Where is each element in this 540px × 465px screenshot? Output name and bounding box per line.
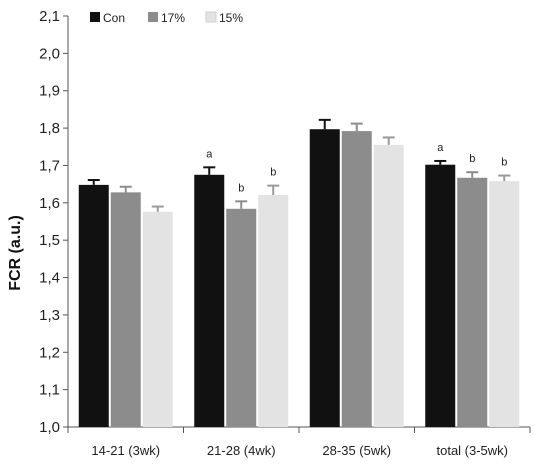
significance-letter: a	[206, 148, 213, 160]
significance-letter: b	[238, 182, 244, 194]
legend-label-1: 17%	[161, 11, 185, 25]
bar-17%-1	[226, 208, 257, 427]
legend-swatch-1	[148, 12, 158, 22]
x-category-label: 14-21 (3wk)	[91, 443, 160, 458]
y-tick-label: 1,0	[39, 419, 60, 436]
bar-15%-3	[489, 181, 520, 427]
y-tick-label: 2,0	[39, 45, 60, 62]
bars-group: a b b a b b	[78, 118, 520, 427]
legend-label-0: Con	[103, 11, 125, 25]
y-tick-label: 1,5	[39, 232, 60, 249]
significance-letter: b	[469, 153, 475, 165]
y-tick-label: 1,4	[39, 270, 60, 287]
significance-letter: b	[501, 157, 507, 169]
bar-17%-3	[457, 177, 488, 427]
legend-swatch-2	[205, 11, 217, 23]
significance-letter: b	[270, 167, 276, 179]
y-tick-label: 1,3	[39, 307, 60, 324]
x-category-label: 21-28 (4wk)	[207, 443, 276, 458]
bar-Con-0	[78, 184, 109, 427]
y-tick-label: 1,2	[39, 344, 60, 361]
legend-swatch-0	[90, 12, 100, 22]
y-tick-label: 2,1	[39, 8, 60, 25]
bar-15%-0	[142, 211, 173, 427]
legend-label-2: 15%	[219, 11, 243, 25]
bar-Con-2	[309, 129, 340, 427]
bar-15%-2	[373, 144, 404, 427]
bar-Con-1	[194, 174, 225, 427]
y-tick-label: 1,1	[39, 382, 60, 399]
y-tick-label: 1,9	[39, 83, 60, 100]
bar-17%-0	[110, 192, 141, 427]
legend: Con 17% 15%	[90, 11, 243, 25]
y-axis-ticks: 1,0 1,1 1,2 1,3 1,4 1,5 1,6 1,7 1,8 1,9 2,0 2,1	[39, 8, 68, 436]
bar-Con-3	[425, 164, 456, 427]
bar-17%-2	[341, 131, 372, 427]
y-axis-label: FCR (a.u.)	[7, 215, 24, 291]
x-axis-ticks: 14-21 (3wk) 21-28 (4wk) 28-35 (5wk) total (…	[67, 427, 531, 458]
x-category-label: 28-35 (5wk)	[322, 443, 391, 458]
significance-letter: a	[437, 142, 444, 154]
y-tick-label: 1,6	[39, 195, 60, 212]
x-category-label: total (3-5wk)	[436, 443, 508, 458]
y-tick-label: 1,7	[39, 157, 60, 174]
y-tick-label: 1,8	[39, 120, 60, 137]
bar-15%-1	[258, 194, 289, 427]
